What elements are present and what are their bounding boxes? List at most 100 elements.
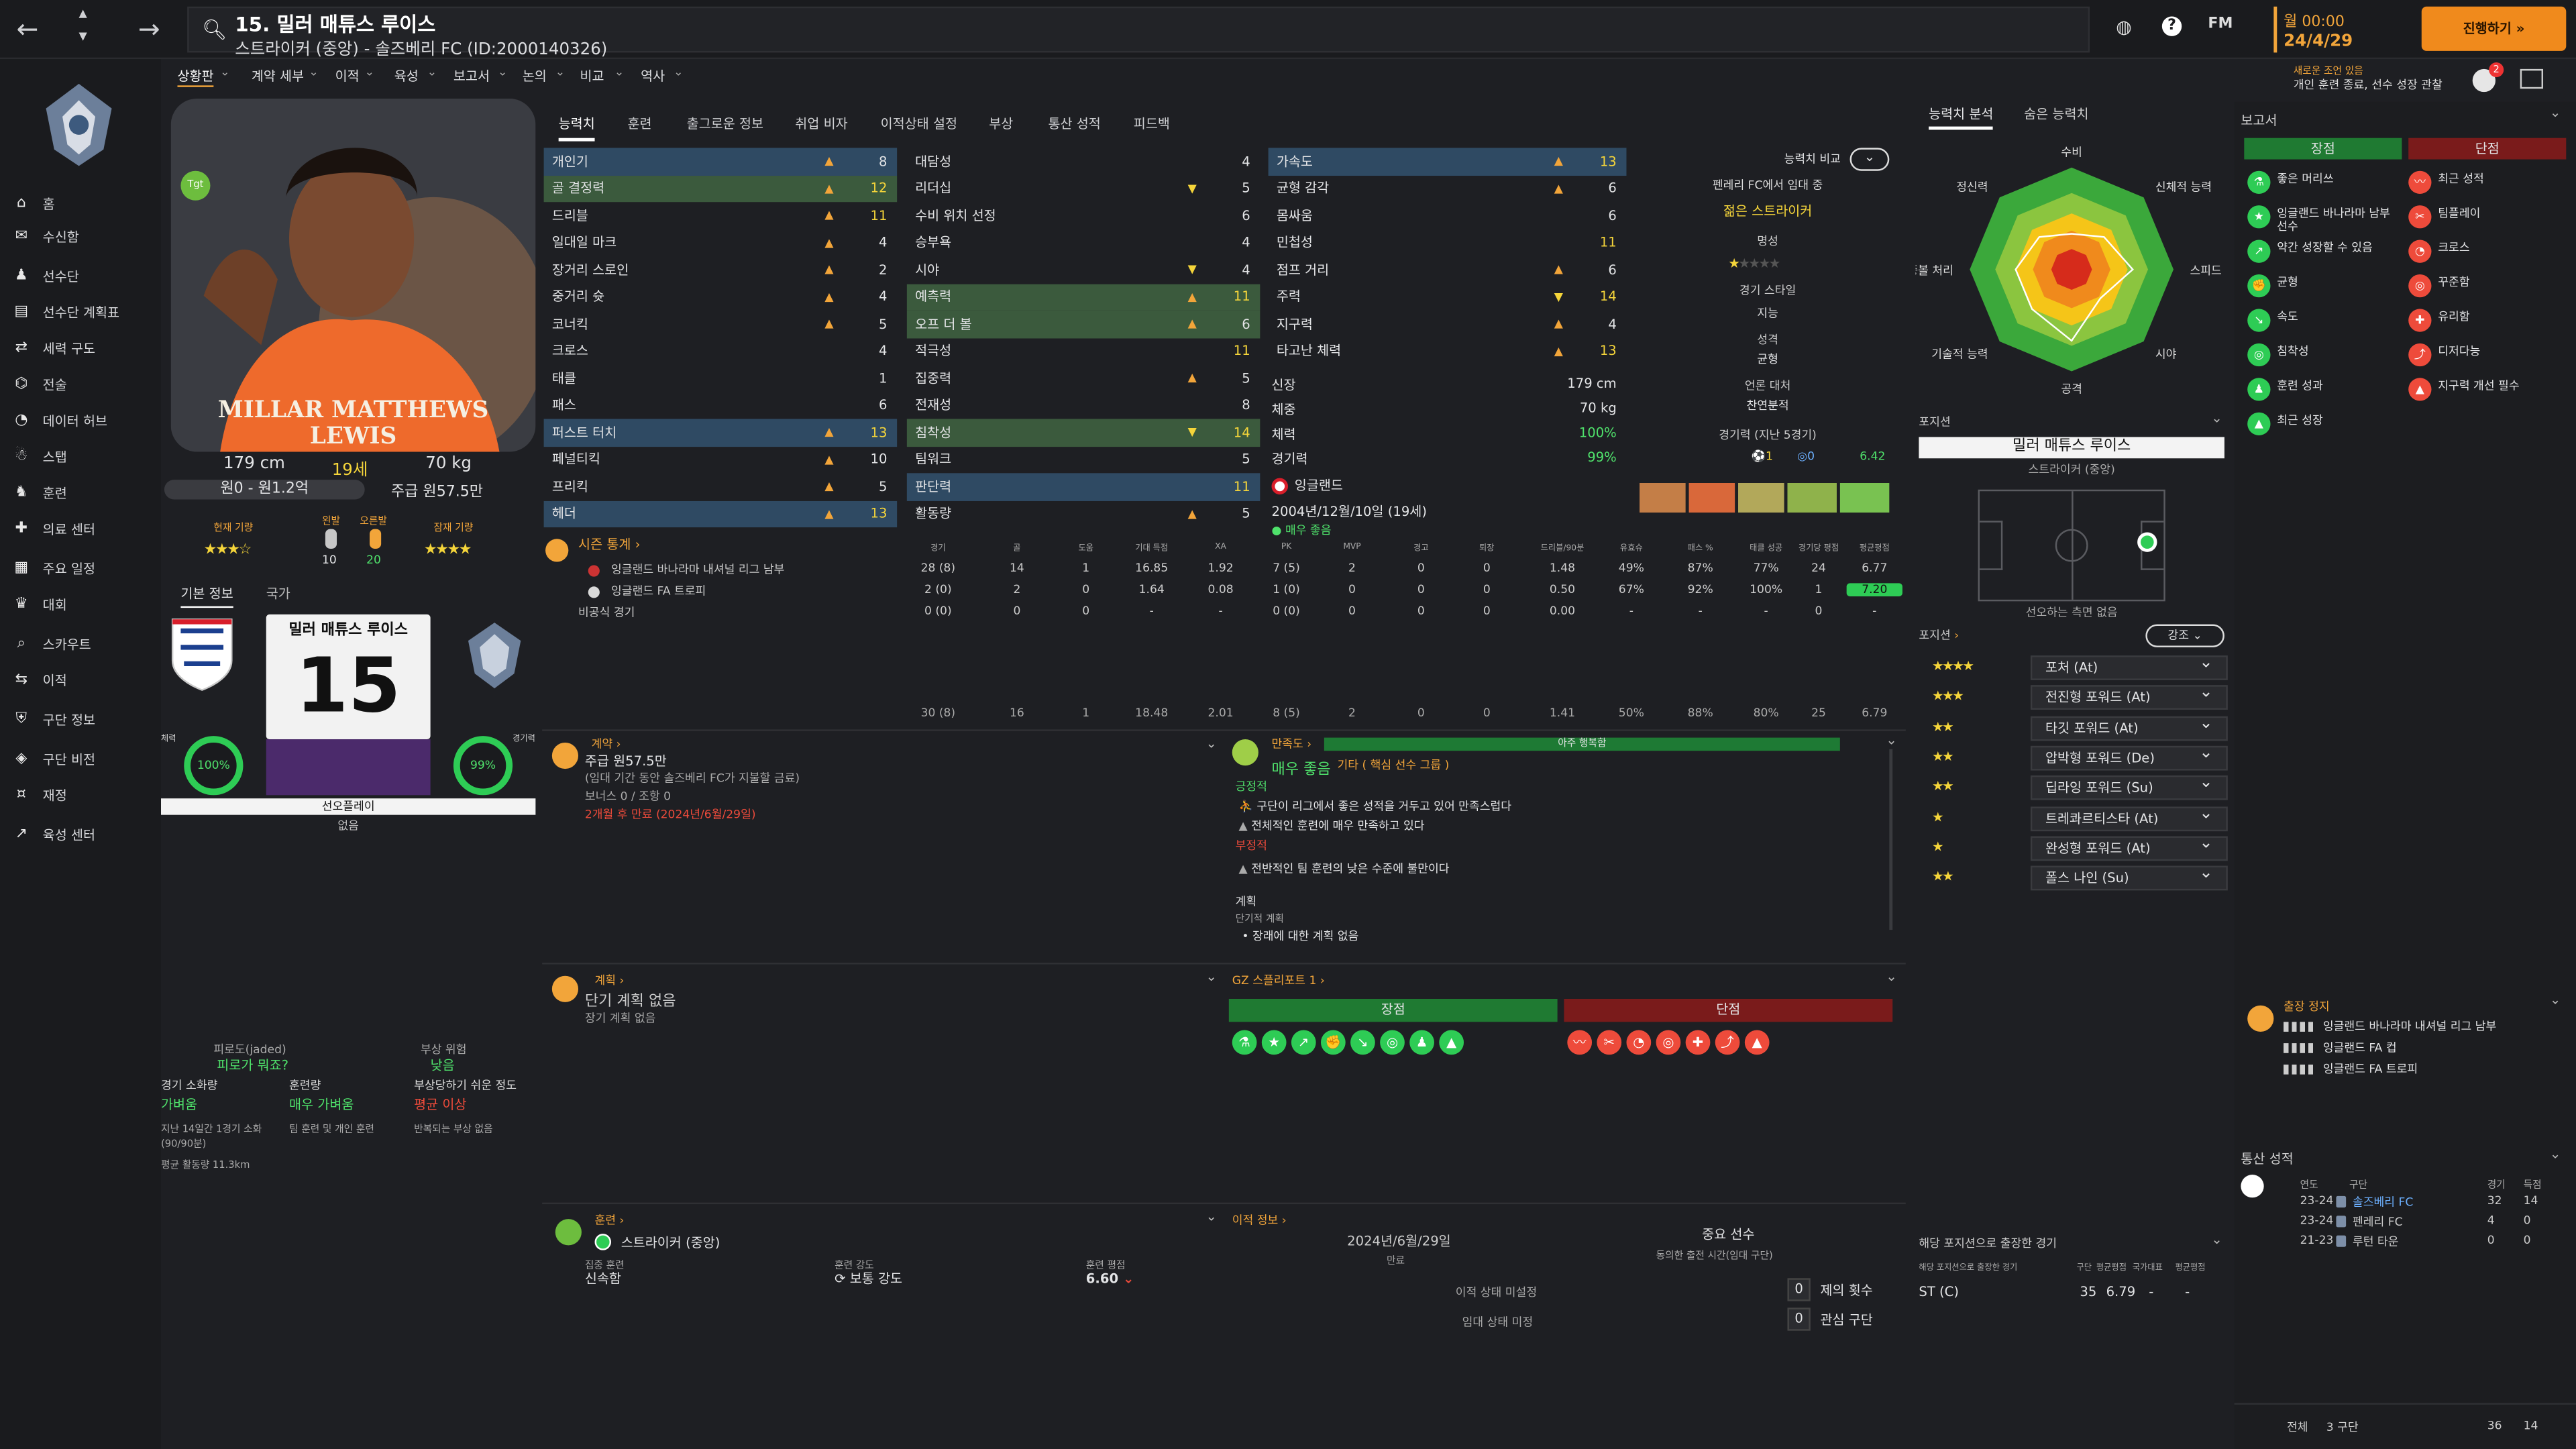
attribute-row[interactable]: 주력 ▼ 14 (1269, 283, 1627, 310)
stats-header[interactable]: 경고 (1413, 543, 1429, 554)
scrollbar[interactable] (1889, 749, 1893, 930)
strength-icon[interactable]: ★ (1261, 1030, 1287, 1055)
compare-dropdown[interactable]: ⌄ (1849, 148, 1890, 171)
attribute-row[interactable]: 패스 6 (544, 392, 898, 419)
tab-nation[interactable]: 국가 (266, 586, 290, 602)
help-icon[interactable]: ? (2161, 16, 2182, 36)
weakness-item[interactable]: 최근 성적 (2438, 172, 2484, 186)
weakness-item[interactable]: 꾸준함 (2438, 276, 2470, 290)
sidebar-item[interactable]: ♟ 선수단 (13, 263, 79, 289)
attribute-row[interactable]: 중거리 슛 ▲ 4 (544, 283, 898, 310)
attribute-row[interactable]: 민첩성 11 (1269, 229, 1627, 256)
sidebar-item[interactable]: ☃ 스탭 (13, 443, 67, 470)
stats-header[interactable]: 경기당 평점 (1798, 543, 1839, 554)
attribute-row[interactable]: 예측력 ▲ 11 (906, 283, 1260, 311)
role-name[interactable]: 폴스 나인 (Su) (2030, 863, 2228, 891)
sidebar-item[interactable]: ⌕ 스카우트 (13, 631, 91, 657)
stats-header[interactable]: 태클 성공 (1750, 543, 1783, 554)
tab-transfer-status[interactable]: 이적상태 설정 (880, 116, 958, 131)
sidebar-item[interactable]: ⌬ 전술 (13, 371, 67, 397)
strength-icon[interactable]: ◎ (1380, 1030, 1405, 1055)
tab-basic-info[interactable]: 기본 정보 (180, 585, 233, 608)
menu-item[interactable]: 보고서 (453, 68, 490, 84)
role-name[interactable]: 딥라잉 포워드 (Su) (2030, 772, 2228, 801)
attribute-row[interactable]: 전재성 8 (907, 392, 1260, 419)
attribute-row[interactable]: 점프 거리 ▲ 6 (1269, 256, 1627, 283)
sidebar-item[interactable]: ◔ 데이터 허브 (13, 407, 107, 433)
weakness-icon[interactable]: ✚ (1685, 1030, 1711, 1055)
strength-item[interactable]: 최근 성장 (2277, 414, 2323, 427)
forward-arrow-icon[interactable]: → (138, 13, 160, 45)
globe-icon[interactable]: ◍ (2116, 16, 2132, 38)
role-option[interactable]: ★ 완성형 포워드 (At) (1922, 833, 2228, 861)
menu-item[interactable]: 상황판 (177, 67, 214, 87)
strength-item[interactable]: 침착성 (2277, 345, 2309, 358)
stats-header[interactable]: 퇴장 (1479, 543, 1495, 554)
back-arrow-icon[interactable]: ← (16, 13, 39, 45)
stats-header[interactable]: 유효슈 (1619, 543, 1643, 554)
suspension-item[interactable]: 잉글랜드 FA 컵 (2322, 1041, 2397, 1055)
weakness-icon[interactable]: ◔ (1626, 1030, 1652, 1055)
weakness-item[interactable]: 유리함 (2438, 310, 2470, 324)
sidebar-item[interactable]: ◈ 구단 비전 (13, 746, 95, 772)
attribute-row[interactable]: 활동량 ▲ 5 (907, 500, 1260, 527)
strength-icon[interactable]: ♟ (1409, 1030, 1434, 1055)
strength-item[interactable]: 약간 성장할 수 있음 (2277, 241, 2373, 255)
menu-item[interactable]: 역사 (641, 68, 665, 84)
attribute-row[interactable]: 리더십 ▼ 5 (907, 175, 1260, 202)
search-input[interactable]: 🔍︎ 15. 밀러 매튜스 루이스 스트라이커 (중앙) - 솔즈베리 FC (… (187, 6, 2090, 59)
attribute-row[interactable]: 승부욕 4 (907, 229, 1260, 256)
strength-item[interactable]: 좋은 머리쓰 (2277, 172, 2334, 186)
stats-header[interactable]: PK (1281, 542, 1292, 552)
continue-button[interactable]: 진행하기 » (2421, 6, 2567, 51)
attribute-row[interactable]: 시야 ▼ 4 (907, 256, 1260, 283)
role-option[interactable]: ★★★ 전진형 포워드 (At) (1922, 682, 2228, 710)
strength-item[interactable]: 훈련 성과 (2277, 379, 2323, 393)
tab-feedback[interactable]: 피드백 (1133, 116, 1170, 131)
weakness-item[interactable]: 크로스 (2438, 241, 2470, 255)
role-option[interactable]: ★ 트레콰르티스타 (At) (1922, 802, 2228, 830)
stats-header[interactable]: 경기 (930, 543, 946, 554)
career-club[interactable]: 솔즈베리 FC (2352, 1195, 2414, 1210)
attribute-row[interactable]: 적극성 11 (907, 337, 1260, 364)
weakness-icon[interactable]: ✂ (1597, 1030, 1622, 1055)
role-name[interactable]: 완성형 포워드 (At) (2030, 833, 2228, 861)
stats-header[interactable]: MVP (1343, 542, 1361, 552)
sidebar-item[interactable]: ⌂ 홈 (13, 191, 55, 217)
weakness-item[interactable]: 팀플레이 (2438, 207, 2481, 221)
menu-item[interactable]: 비교 (580, 68, 604, 84)
attribute-row[interactable]: 태클 1 (544, 365, 898, 392)
layout-icon[interactable] (2520, 68, 2544, 89)
attribute-row[interactable]: 페널티킥 ▲ 10 (544, 446, 898, 473)
attribute-row[interactable]: 몸싸움 6 (1269, 202, 1627, 229)
tab-career[interactable]: 통산 성적 (1048, 116, 1101, 131)
attribute-row[interactable]: 개인기 ▲ 8 (543, 148, 898, 175)
attribute-row[interactable]: 균형 감각 ▲ 6 (1269, 175, 1627, 202)
competition-name[interactable]: 잉글랜드 FA 트로피 (611, 584, 706, 598)
attribute-row[interactable]: 코너킥 ▲ 5 (544, 311, 898, 337)
advice-notice[interactable]: 새로운 조언 있음 개인 훈련 종료, 선수 성장 관찰 (2293, 65, 2443, 93)
suspension-item[interactable]: 잉글랜드 바나라마 내셔널 리그 남부 (2322, 1020, 2497, 1034)
tab-training[interactable]: 훈련 (627, 116, 652, 131)
season-stats-title[interactable]: 시즌 통계 › (578, 537, 641, 552)
attribute-row[interactable]: 퍼스트 터치 ▲ 13 (543, 419, 898, 446)
attribute-row[interactable]: 판단력 11 (906, 473, 1260, 500)
stats-header[interactable]: 평균평점 (1859, 543, 1890, 554)
weakness-item[interactable]: 디저다능 (2438, 345, 2481, 358)
weakness-icon[interactable]: 〰 (1567, 1030, 1593, 1055)
sidebar-item[interactable]: ⇄ 세력 구도 (13, 335, 95, 362)
strength-icon[interactable]: ▲ (1439, 1030, 1464, 1055)
attribute-row[interactable]: 가속도 ▲ 13 (1268, 148, 1627, 175)
sidebar-item[interactable]: ⇆ 이적 (13, 667, 67, 693)
attribute-row[interactable]: 타고난 체력 ▲ 13 (1269, 337, 1627, 364)
strength-item[interactable]: 속도 (2277, 310, 2298, 324)
stats-header[interactable]: XA (1215, 542, 1226, 552)
role-name[interactable]: 포처 (At) (2030, 652, 2228, 680)
strength-item[interactable]: 잉글랜드 바나라마 남부 선수 (2277, 207, 2390, 233)
stats-header[interactable]: 드리블/90분 (1540, 543, 1585, 554)
attribute-row[interactable]: 장거리 스로인 ▲ 2 (544, 256, 898, 283)
weakness-icon[interactable]: ◎ (1656, 1030, 1681, 1055)
sidebar-item[interactable]: ✉ 수신함 (13, 223, 79, 250)
sidebar-item[interactable]: ¤ 재정 (13, 782, 67, 808)
attribute-row[interactable]: 오프 더 볼 ▲ 6 (906, 310, 1260, 338)
